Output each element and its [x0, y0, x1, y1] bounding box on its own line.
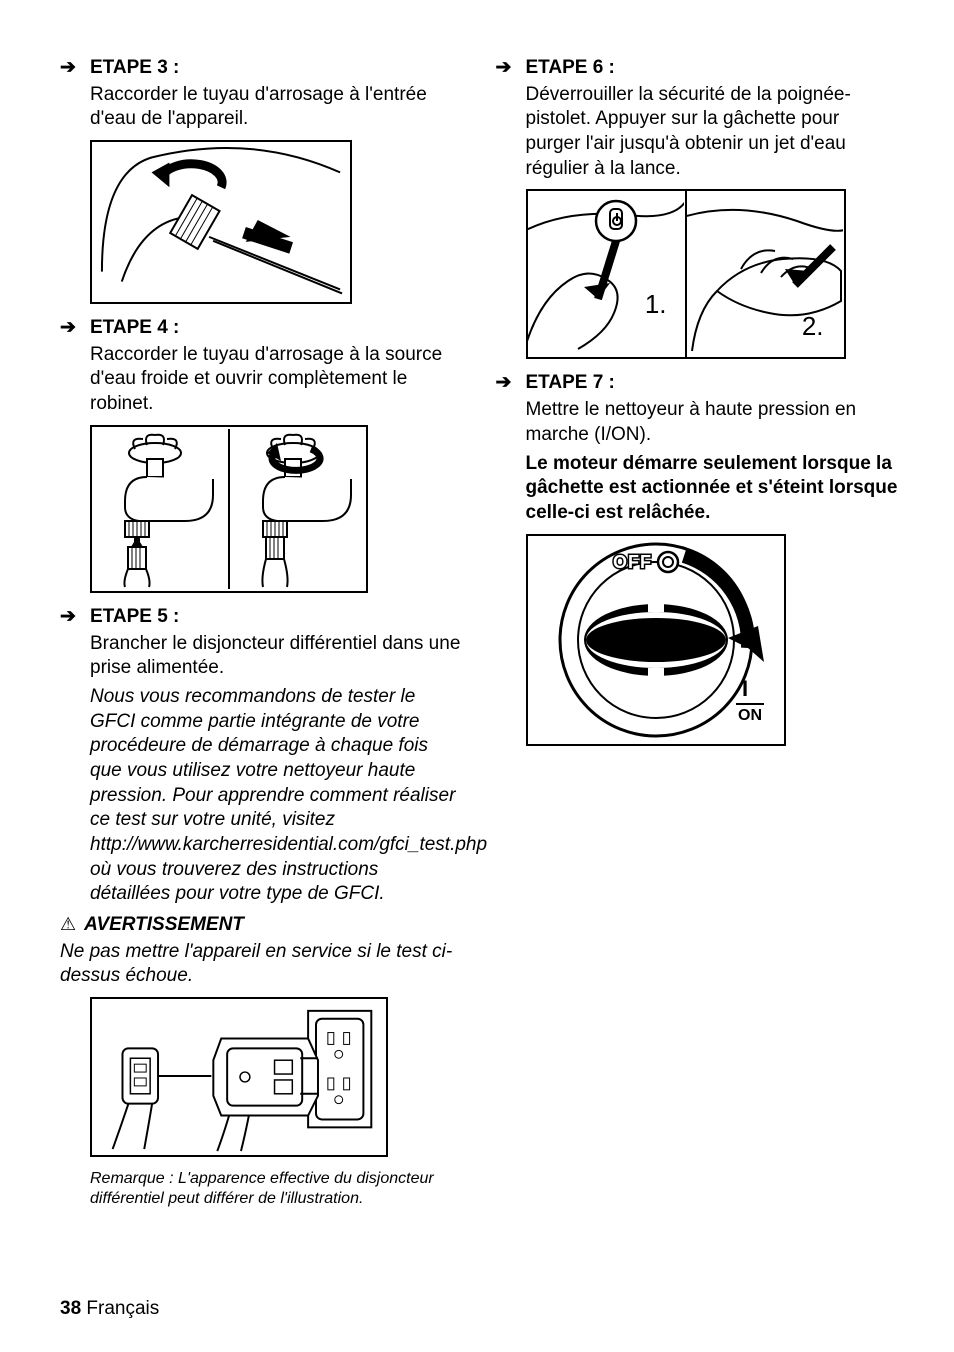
step-6-body: Déverrouiller la sécurité de la poignée-…	[526, 83, 900, 182]
panel-2-label: 2.	[802, 310, 824, 344]
step-3: ➔ ETAPE 3 : Raccorder le tuyau d'arrosag…	[60, 56, 464, 132]
step-7-bold: Le moteur démarre seulement lorsque la g…	[526, 452, 900, 526]
step-4: ➔ ETAPE 4 : Raccorder le tuyau d'arrosag…	[60, 316, 464, 417]
page-footer: 38 Français	[60, 1297, 159, 1322]
figure-trigger: 1. 2.	[526, 189, 846, 359]
step-6: ➔ ETAPE 6 : Déverrouiller la sécurité de…	[496, 56, 900, 181]
figure-gfci	[90, 997, 388, 1157]
figure-hose-inlet	[90, 140, 352, 304]
warning-icon: ⚠	[60, 913, 76, 936]
content-columns: ➔ ETAPE 3 : Raccorder le tuyau d'arrosag…	[60, 56, 899, 1209]
page-language: Français	[86, 1298, 159, 1319]
step-3-body: Raccorder le tuyau d'arrosage à l'entrée…	[90, 83, 464, 132]
arrow-icon: ➔	[60, 316, 80, 341]
arrow-icon: ➔	[60, 56, 80, 81]
step-5-title: ETAPE 5 :	[90, 605, 179, 630]
on-label: ON	[738, 707, 762, 724]
step-6-title: ETAPE 6 :	[526, 56, 615, 81]
right-column: ➔ ETAPE 6 : Déverrouiller la sécurité de…	[496, 56, 900, 1209]
gfci-caption: Remarque : L'apparence effective du disj…	[90, 1169, 464, 1209]
off-label: OFF	[613, 552, 652, 572]
step-3-title: ETAPE 3 :	[90, 56, 179, 81]
warning-body: Ne pas mettre l'appareil en service si l…	[60, 940, 464, 989]
arrow-icon: ➔	[496, 371, 516, 396]
on-bar-label: I	[742, 676, 748, 701]
step-5-body: Brancher le disjoncteur différentiel dan…	[90, 632, 464, 681]
step-4-title: ETAPE 4 :	[90, 316, 179, 341]
panel-1-label: 1.	[645, 288, 667, 322]
step-7: ➔ ETAPE 7 : Mettre le nettoyeur à haute …	[496, 371, 900, 525]
arrow-icon: ➔	[60, 605, 80, 630]
warning-heading: ⚠ AVERTISSEMENT	[60, 913, 464, 938]
figure-switch: OFF ON I	[526, 534, 786, 746]
figure-faucet	[90, 425, 368, 593]
step-5: ➔ ETAPE 5 : Brancher le disjoncteur diff…	[60, 605, 464, 907]
step-5-note: Nous vous recommandons de tester le GFCI…	[90, 685, 464, 907]
step-4-body: Raccorder le tuyau d'arrosage à la sourc…	[90, 343, 464, 417]
step-7-title: ETAPE 7 :	[526, 371, 615, 396]
arrow-icon: ➔	[496, 56, 516, 81]
warning-title: AVERTISSEMENT	[84, 913, 244, 938]
page-number: 38	[60, 1298, 81, 1319]
step-7-body: Mettre le nettoyeur à haute pression en …	[526, 398, 900, 447]
left-column: ➔ ETAPE 3 : Raccorder le tuyau d'arrosag…	[60, 56, 464, 1209]
